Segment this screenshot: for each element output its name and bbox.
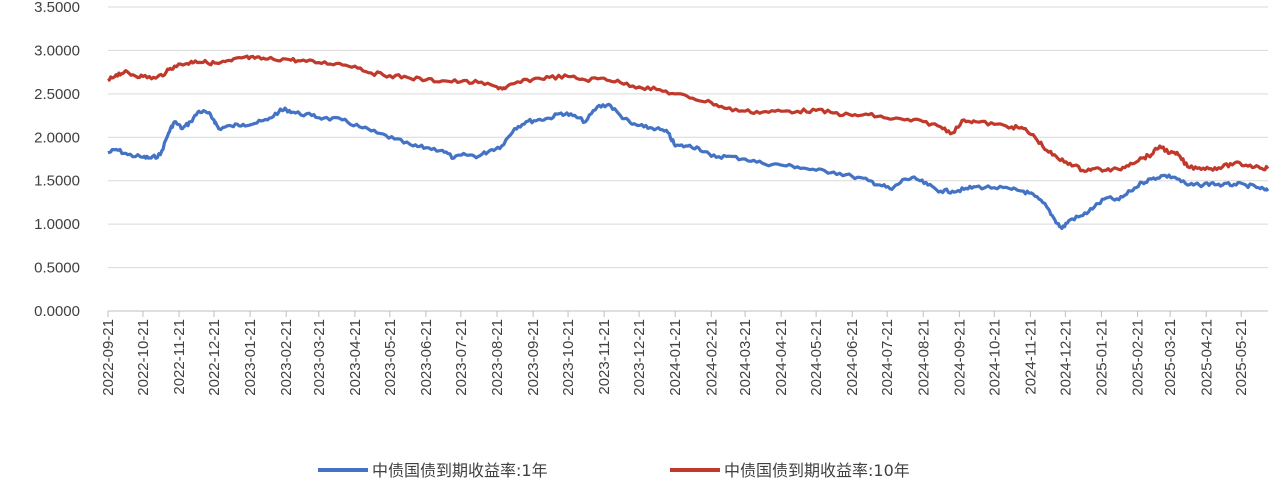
x-tick-label: 2023-07-21 xyxy=(453,319,470,396)
x-tick-label: 2022-10-21 xyxy=(135,319,152,396)
y-tick-label: 1.5000 xyxy=(34,173,80,190)
x-tick-label: 2025-01-21 xyxy=(1093,319,1110,396)
series-lines xyxy=(107,54,1270,231)
x-tick-label: 2024-02-21 xyxy=(703,319,720,396)
x-tick-label: 2023-03-21 xyxy=(311,319,328,396)
x-tick-label: 2024-07-21 xyxy=(879,319,896,396)
x-tick-label: 2022-11-21 xyxy=(171,319,188,395)
x-tick-label: 2024-05-21 xyxy=(808,319,825,396)
x-tick-label: 2025-05-21 xyxy=(1233,319,1250,396)
series-line-2 xyxy=(107,54,1270,174)
y-tick-label: 3.5000 xyxy=(34,0,80,16)
x-tick-label: 2023-02-21 xyxy=(278,319,295,396)
y-tick-label: 1.0000 xyxy=(34,216,80,233)
x-tick-label: 2024-09-21 xyxy=(951,319,968,396)
x-tick-label: 2023-04-21 xyxy=(347,319,364,396)
x-tick-label: 2023-01-21 xyxy=(242,319,259,396)
y-axis-tick-labels: 0.0000 0.5000 1.0000 1.5000 2.0000 2.5000 3.00… xyxy=(34,0,80,320)
legend: 中债国债到期收益率:1年 中债国债到期收益率:10年 xyxy=(318,461,910,480)
y-tick-label: 3.0000 xyxy=(34,42,80,59)
x-tick-label: 2025-02-21 xyxy=(1130,319,1147,396)
x-tick-label: 2022-09-21 xyxy=(100,319,117,396)
series-line-1 xyxy=(107,102,1270,231)
x-tick-label: 2023-10-21 xyxy=(560,319,577,396)
x-axis: 2022-09-21 2022-10-21 2022-11-21 2022-12-21… xyxy=(100,310,1268,396)
y-tick-label: 2.0000 xyxy=(34,129,80,146)
y-tick-label: 0.5000 xyxy=(34,260,80,277)
x-tick-label: 2024-03-21 xyxy=(737,319,754,396)
x-tick-label: 2024-10-21 xyxy=(986,319,1003,396)
x-tick-label: 2023-05-21 xyxy=(382,319,399,396)
legend-label-1: 中债国债到期收益率:1年 xyxy=(372,461,548,480)
x-tick-label: 2024-08-21 xyxy=(915,319,932,396)
x-tick-label: 2024-12-21 xyxy=(1057,319,1074,396)
x-tick-label: 2023-09-21 xyxy=(525,319,542,396)
y-tick-label: 2.5000 xyxy=(34,86,80,103)
x-tick-label: 2024-04-21 xyxy=(773,319,790,396)
x-tick-label: 2024-06-21 xyxy=(844,319,861,396)
x-tick-label: 2025-04-21 xyxy=(1198,319,1215,396)
x-tick-label: 2022-12-21 xyxy=(206,319,223,396)
x-tick-label: 2024-01-21 xyxy=(667,319,684,396)
legend-label-2: 中债国债到期收益率:10年 xyxy=(724,461,910,480)
y-tick-label: 0.0000 xyxy=(34,303,80,320)
x-tick-label: 2023-12-21 xyxy=(631,319,648,396)
grid-lines xyxy=(108,6,1268,269)
x-tick-label: 2023-08-21 xyxy=(489,319,506,396)
x-tick-label: 2023-11-21 xyxy=(596,319,613,395)
x-tick-label: 2023-06-21 xyxy=(418,319,435,396)
x-tick-label: 2025-03-21 xyxy=(1162,319,1179,396)
x-tick-label: 2024-11-21 xyxy=(1022,319,1039,395)
